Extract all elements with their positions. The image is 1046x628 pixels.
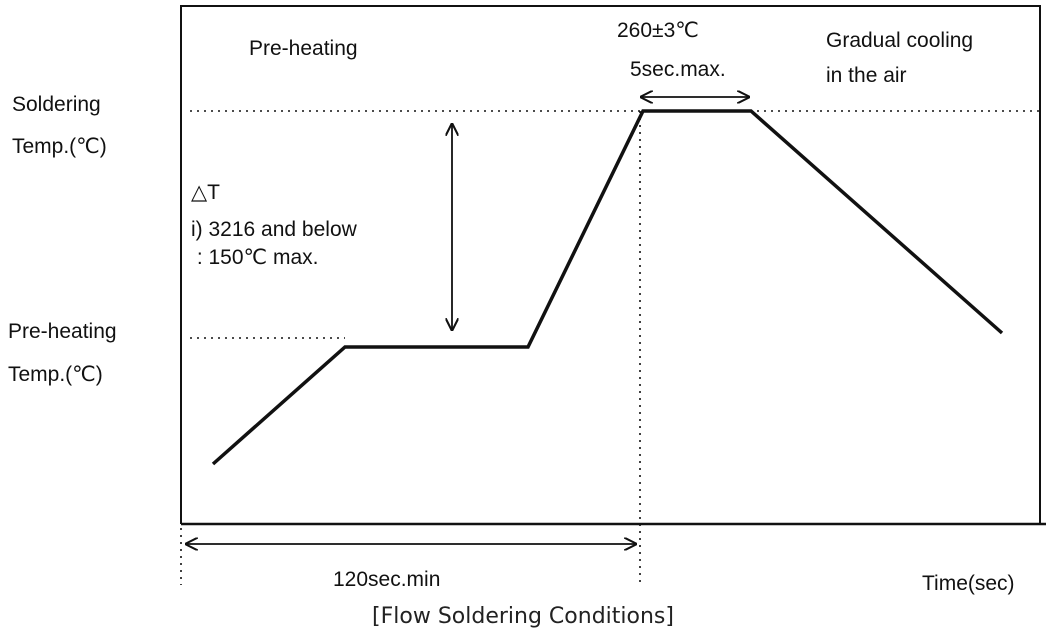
delta-t-note-line2: : 150℃ max.	[191, 246, 318, 269]
soldering-temp-label-line2: Temp.(℃)	[12, 135, 107, 158]
temperature-profile-line	[211, 109, 1004, 466]
cooling-label-line1: Gradual cooling	[826, 29, 973, 52]
duration-label: 120sec.min	[333, 568, 440, 591]
preheating-zone-label: Pre-heating	[249, 37, 358, 60]
preheat-temp-label-line1: Pre-heating	[8, 320, 117, 343]
cooling-label-line2: in the air	[826, 64, 907, 87]
preheat-temp-label-line2: Temp.(℃)	[8, 363, 103, 386]
diagram-caption: [Flow Soldering Conditions]	[372, 604, 674, 628]
soldering-temp-label-line1: Soldering	[12, 93, 101, 116]
peak-time-label: 5sec.max.	[630, 58, 726, 81]
plot-frame	[180, 5, 1041, 524]
time-axis-label: Time(sec)	[922, 572, 1015, 595]
delta-t-label: △T	[191, 181, 220, 204]
delta-t-note-line1: i) 3216 and below	[191, 218, 358, 241]
peak-temp-label: 260±3℃	[617, 19, 699, 42]
